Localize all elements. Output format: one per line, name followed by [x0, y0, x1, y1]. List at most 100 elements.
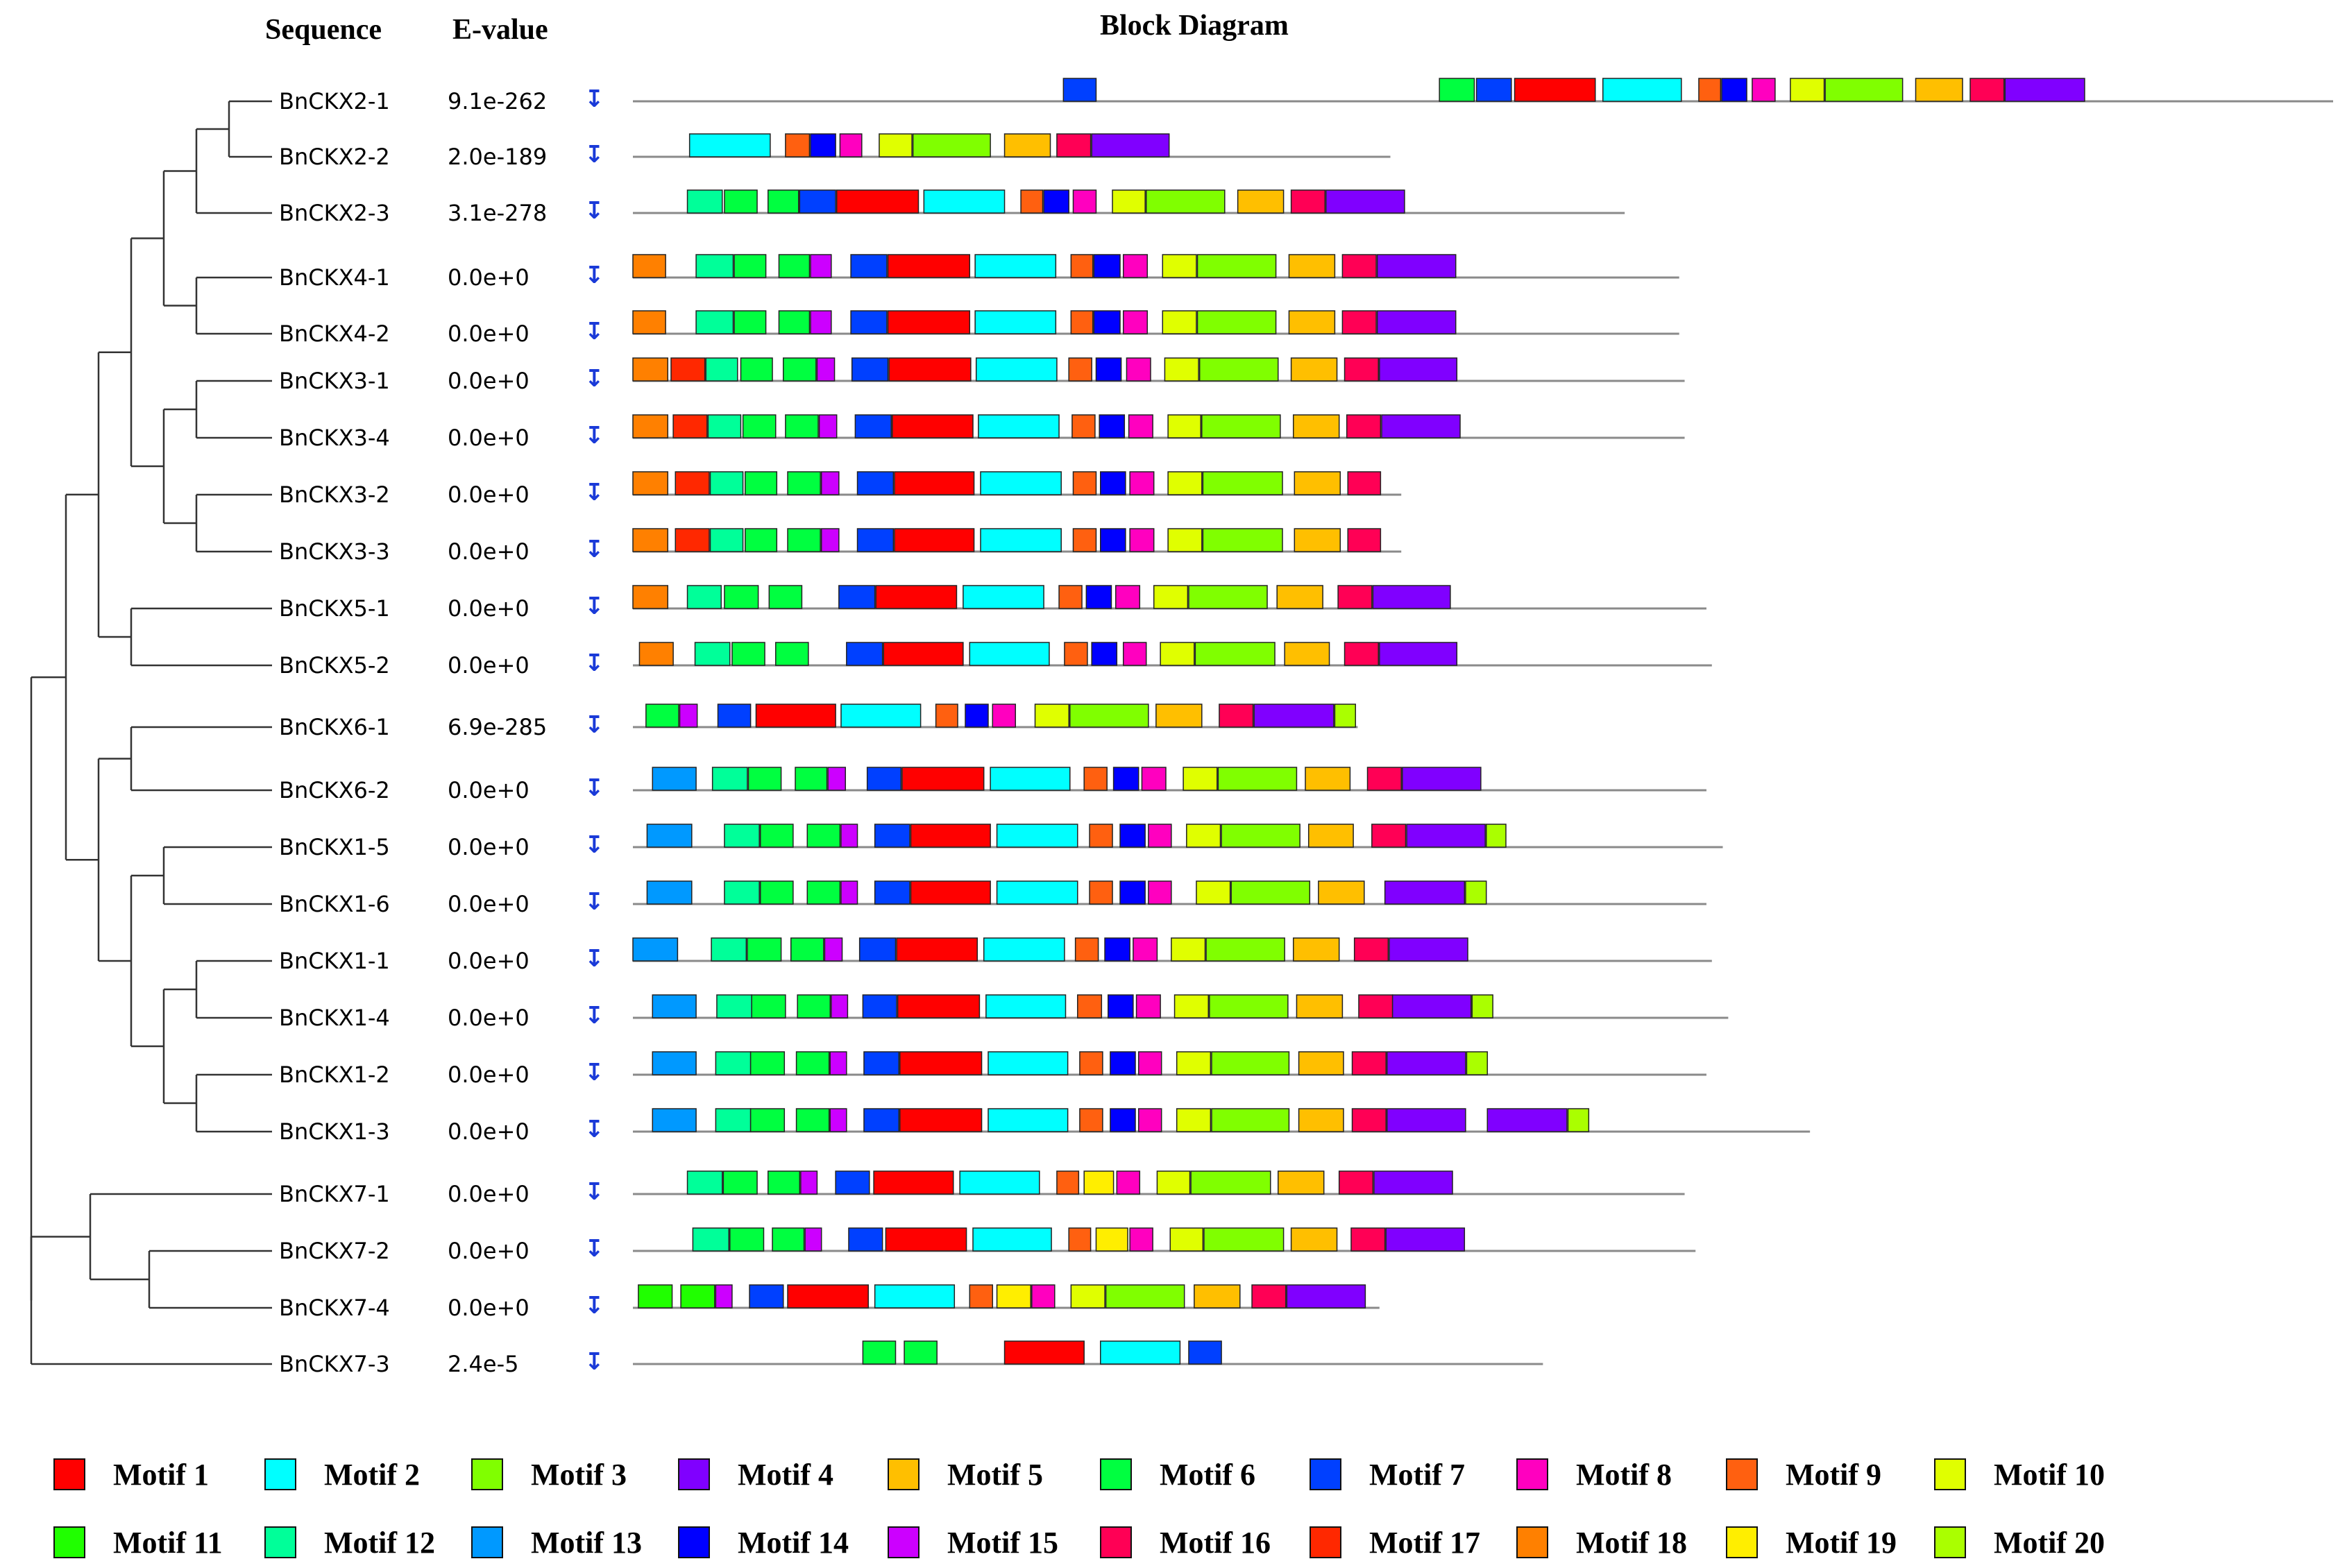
motif-block-10	[1176, 1108, 1212, 1132]
motif-block-13	[652, 1051, 697, 1075]
motif-block-4	[1286, 1284, 1366, 1309]
motif-block-10	[1167, 471, 1203, 495]
motif-block-4	[1325, 189, 1405, 214]
legend-item: Motif 5	[888, 1458, 1043, 1492]
motif-block-6	[774, 642, 809, 666]
motif-block-6	[1439, 78, 1475, 102]
motif-block-4	[1391, 994, 1472, 1019]
motif-block-3	[1201, 414, 1281, 438]
motif-legend: Motif 1 Motif 2 Motif 3 Motif 4 Motif 5 Motif…	[53, 1458, 2105, 1560]
motif-block-5	[1307, 824, 1354, 848]
sequence-row: BnCKX7-1 0.0e+0 ↧	[279, 1170, 1685, 1207]
strand-arrow-icon: ↧	[584, 649, 604, 677]
sequence-name: BnCKX7-4	[279, 1295, 390, 1321]
motif-block-16	[1347, 471, 1382, 495]
sequence-name: BnCKX4-1	[279, 264, 390, 291]
sequence-row: BnCKX5-1 0.0e+0 ↧	[279, 585, 1706, 622]
motif-block-10	[1790, 78, 1825, 102]
motif-block-16	[1344, 357, 1379, 382]
motif-block-7	[874, 824, 910, 848]
motif-block-6	[767, 189, 799, 214]
motif-block-1	[899, 1108, 983, 1132]
motif-block-2	[985, 994, 1067, 1019]
motif-block-4	[1387, 1108, 1466, 1132]
sequence-evalue: 0.0e+0	[448, 321, 529, 347]
sequence-name: BnCKX4-2	[279, 321, 390, 347]
motif-block-2	[983, 937, 1065, 962]
motif-block-9	[1079, 1108, 1103, 1132]
motif-block-14	[1095, 357, 1122, 382]
sequence-row: BnCKX7-2 0.0e+0 ↧	[279, 1227, 1696, 1264]
motif-block-4	[1091, 133, 1170, 157]
motif-block-16	[1341, 310, 1377, 334]
strand-arrow-icon: ↧	[584, 711, 604, 739]
motif-block-15	[816, 357, 836, 382]
motif-block-2	[996, 824, 1078, 848]
motif-block-5	[1284, 642, 1330, 666]
motif-block-1	[897, 994, 981, 1019]
motif-block-16	[1338, 1170, 1374, 1195]
motif-block-3	[1145, 189, 1226, 214]
motif-block-11	[638, 1284, 673, 1309]
strand-arrow-icon: ↧	[584, 262, 604, 289]
motif-block-7	[862, 994, 897, 1019]
sequence-name: BnCKX7-3	[279, 1351, 390, 1377]
motif-block-8	[1137, 1108, 1162, 1132]
motif-block-4	[1486, 1108, 1568, 1132]
sequence-evalue: 0.0e+0	[448, 891, 529, 917]
motif-block-5	[1298, 1108, 1344, 1132]
motif-block-15	[820, 528, 840, 552]
motif-block-15	[818, 414, 838, 438]
motif-block-6	[747, 767, 782, 791]
motif-block-1	[894, 528, 975, 552]
motif-block-6	[862, 1340, 897, 1365]
motif-block-6	[767, 1170, 801, 1195]
motif-block-2	[963, 585, 1044, 609]
legend-swatch	[1310, 1458, 1341, 1490]
motif-block-8	[1129, 471, 1155, 495]
motif-block-18	[638, 642, 674, 666]
motif-block-14	[1119, 880, 1146, 905]
motif-block-12	[705, 357, 738, 382]
phylogenetic-tree	[30, 100, 272, 1365]
motif-block-14	[1721, 78, 1747, 102]
legend-swatch	[264, 1458, 296, 1490]
motif-block-1	[899, 1051, 983, 1075]
legend-item: Motif 11	[53, 1526, 223, 1560]
strand-arrow-icon: ↧	[584, 141, 604, 169]
motif-block-5	[1298, 1051, 1344, 1075]
motif-block-3	[1209, 994, 1289, 1019]
legend-swatch	[678, 1458, 710, 1490]
sequence-evalue: 0.0e+0	[448, 425, 529, 451]
motif-block-3	[1188, 585, 1268, 609]
legend-label: Motif 11	[113, 1526, 223, 1560]
legend-swatch	[1100, 1526, 1132, 1558]
motif-block-15	[715, 1284, 733, 1309]
sequence-row: BnCKX3-1 0.0e+0 ↧	[279, 357, 1685, 394]
motif-block-6	[740, 357, 773, 382]
motif-block-8	[839, 133, 863, 157]
legend-item: Motif 3	[471, 1458, 627, 1492]
legend-item: Motif 12	[264, 1526, 435, 1560]
legend-label: Motif 5	[947, 1458, 1043, 1492]
motif-block-3	[1196, 310, 1277, 334]
motif-block-1	[894, 471, 975, 495]
legend-item: Motif 17	[1310, 1526, 1480, 1560]
motif-block-12	[724, 824, 760, 848]
legend-label: Motif 10	[1994, 1458, 2105, 1492]
motif-block-3	[1203, 1227, 1285, 1252]
motif-block-2	[975, 357, 1058, 382]
motif-block-9	[1020, 189, 1044, 214]
motif-block-6	[790, 937, 824, 962]
strand-arrow-icon: ↧	[584, 1178, 604, 1206]
sequence-row: BnCKX3-4 0.0e+0 ↧	[279, 414, 1685, 451]
motif-block-1	[1514, 78, 1596, 102]
motif-block-6	[760, 824, 794, 848]
motif-block-2	[874, 1284, 956, 1309]
motif-block-6	[724, 585, 759, 609]
motif-block-14	[1043, 189, 1069, 214]
motif-block-8	[1137, 1051, 1162, 1075]
motif-block-12	[686, 189, 723, 214]
motif-block-10	[1070, 1284, 1105, 1309]
sequence-row: BnCKX1-1 0.0e+0 ↧	[279, 937, 1712, 974]
